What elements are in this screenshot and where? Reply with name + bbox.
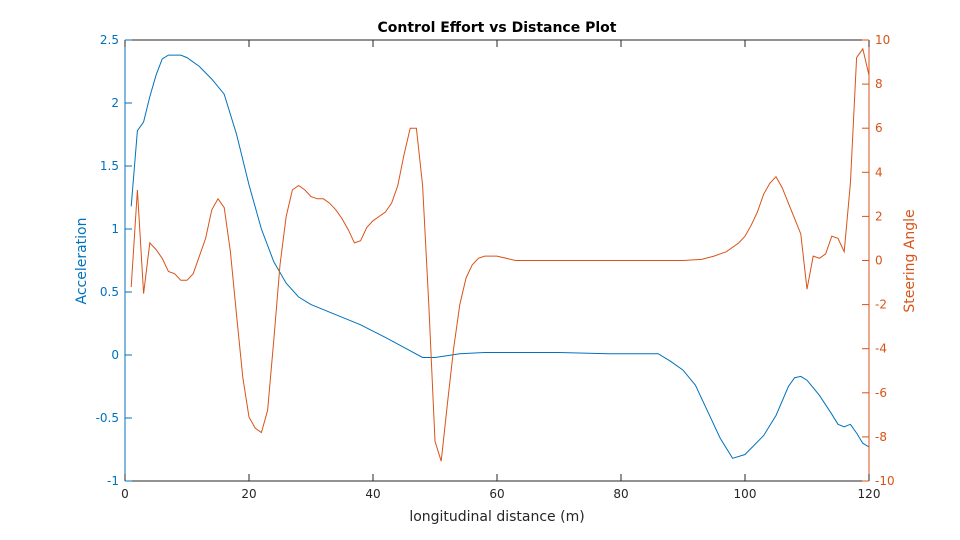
right-tick-label: -10 — [875, 474, 895, 488]
right-tick-label: 0 — [875, 254, 883, 268]
x-tick-label: 80 — [613, 487, 628, 501]
right-tick-label: 6 — [875, 121, 883, 135]
x-tick-label: 120 — [858, 487, 881, 501]
right-tick-label: -4 — [875, 342, 887, 356]
left-tick-label: -1 — [107, 474, 119, 488]
acceleration-line — [130, 54, 870, 459]
right-tick-label: 10 — [875, 33, 890, 47]
left-y-axis-label: Acceleration — [74, 218, 90, 305]
steering-angle-line — [130, 47, 870, 462]
right-tick-label: 2 — [875, 209, 883, 223]
right-tick-label: -8 — [875, 430, 887, 444]
x-tick-label: 40 — [365, 487, 380, 501]
right-y-ticks: -10 -8 -6 -4 -2 0 2 4 6 8 10 — [862, 33, 895, 488]
left-tick-label: 2.5 — [100, 33, 119, 47]
left-tick-label: 2 — [111, 96, 119, 110]
left-tick-label: 0.5 — [100, 285, 119, 299]
left-tick-label: -0.5 — [96, 411, 119, 425]
x-axis-label: longitudinal distance (m) — [409, 509, 584, 525]
chart-title: Control Effort vs Distance Plot — [378, 20, 617, 36]
right-y-axis-label: Steering Angle — [902, 209, 918, 312]
right-tick-label: 4 — [875, 165, 883, 179]
x-tick-label: 20 — [241, 487, 256, 501]
left-tick-label: 1 — [111, 222, 119, 236]
plot-area — [130, 47, 870, 462]
left-tick-label: 0 — [111, 348, 119, 362]
right-tick-label: -6 — [875, 386, 887, 400]
x-ticks: 0 20 40 60 80 100 120 — [121, 40, 880, 501]
x-tick-label: 60 — [489, 487, 504, 501]
right-tick-label: 8 — [875, 77, 883, 91]
left-y-ticks: -1 -0.5 0 0.5 1 1.5 2 2.5 — [96, 33, 132, 488]
right-tick-label: -2 — [875, 298, 887, 312]
x-tick-label: 0 — [121, 487, 129, 501]
x-tick-label: 100 — [734, 487, 757, 501]
left-tick-label: 1.5 — [100, 159, 119, 173]
axes: 0 20 40 60 80 100 120 -1-0.500.511.522.5 -10-8… — [96, 33, 895, 501]
